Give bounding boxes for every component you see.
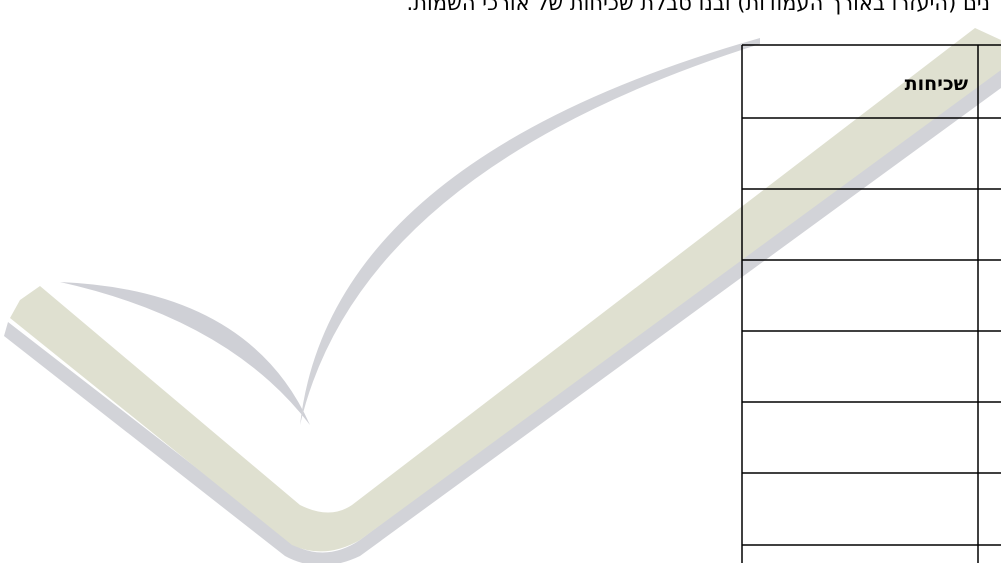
instruction-text: נים (היעזרו באורך העמודות) ובנו טבלת שכי…	[407, 0, 990, 15]
table	[741, 44, 1001, 563]
watermark	[4, 28, 1001, 563]
watermark-arc	[300, 38, 760, 425]
watermark-inner-stroke	[60, 282, 310, 425]
column-header: שכיחות	[905, 73, 969, 95]
